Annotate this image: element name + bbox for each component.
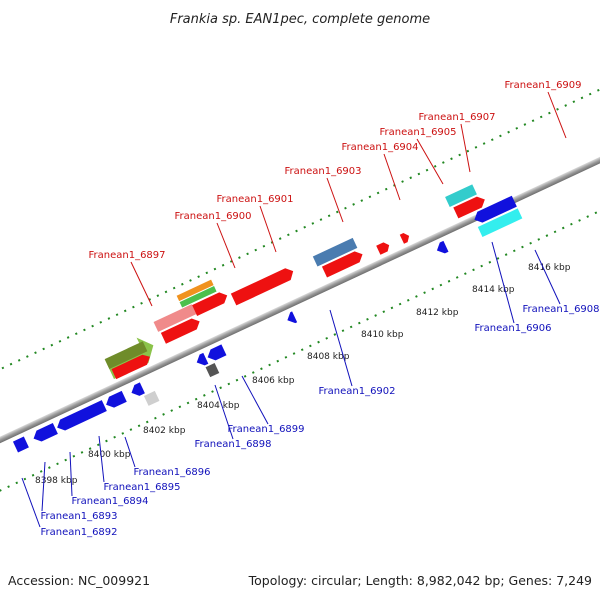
gene-arrow-forward[interactable] [453, 194, 487, 219]
forward-strand [104, 184, 487, 380]
scale-tick-label: 8416 kbp [528, 263, 571, 273]
scale-tick-label: 8402 kbp [143, 426, 186, 436]
map-title: Frankia sp. EAN1pec, complete genome [170, 12, 430, 27]
gene-label-forward[interactable]: Franean1_6901 [216, 194, 293, 205]
gene-label-reverse[interactable]: Franean1_6892 [40, 527, 117, 538]
gene-arrow-6905[interactable] [376, 241, 391, 255]
scale-tick-label: 8408 kbp [307, 352, 350, 362]
scale-tick-label: 8414 kbp [472, 285, 515, 295]
scale-tick-label: 8404 kbp [197, 401, 240, 411]
gene-block-6900[interactable] [153, 304, 197, 332]
gene-arrow-6898[interactable] [194, 352, 209, 368]
gene-label-reverse[interactable]: Franean1_6902 [318, 386, 395, 397]
gene-block-dark[interactable] [205, 362, 220, 378]
gene-arrow-forward[interactable] [192, 290, 230, 316]
scale-tick-label: 8410 kbp [361, 330, 404, 340]
gene-block-6901[interactable] [176, 279, 214, 302]
gene-label-forward[interactable]: Franean1_6897 [88, 250, 165, 261]
gene-label-forward[interactable]: Franean1_6909 [504, 80, 581, 91]
gene-label-forward[interactable]: Franean1_6900 [174, 211, 251, 222]
gene-arrow-forward[interactable] [111, 352, 153, 380]
gene-label-reverse[interactable]: Franean1_6906 [474, 323, 551, 334]
gene-label-reverse[interactable]: Franean1_6893 [40, 511, 117, 522]
gene-label-forward[interactable]: Franean1_6907 [418, 112, 495, 123]
gene-label-reverse[interactable]: Franean1_6898 [194, 439, 271, 450]
gene-arrow-forward[interactable] [321, 249, 365, 278]
gene-label-reverse[interactable]: Franean1_6894 [71, 496, 148, 507]
map-body [0, 88, 600, 492]
gene-label-forward[interactable]: Franean1_6905 [379, 127, 456, 138]
scale-tick-label: 8398 kbp [35, 476, 78, 486]
gene-arrow-6899[interactable] [205, 344, 227, 362]
accession-label: Accession: NC_009921 [8, 573, 150, 588]
gene-label-reverse[interactable]: Franean1_6899 [227, 424, 304, 435]
gene-arrow-6906[interactable] [434, 240, 449, 256]
gene-arrow-6902[interactable] [285, 311, 298, 325]
gene-label-forward[interactable]: Franean1_6904 [341, 142, 418, 153]
gene-arrow-reverse[interactable] [472, 195, 517, 225]
gene-arrow-6892[interactable] [31, 422, 58, 444]
gene-block-grey[interactable] [143, 390, 160, 406]
gene-label-reverse[interactable]: Franean1_6896 [133, 467, 210, 478]
gene-block-6897[interactable] [104, 341, 148, 370]
gene-label-forward[interactable]: Franean1_6903 [284, 166, 361, 177]
genome-backbone [0, 145, 600, 455]
scale-tick-label: 8406 kbp [252, 376, 295, 386]
reverse-strand [12, 195, 523, 453]
gene-arrow-6895[interactable] [104, 390, 127, 410]
gene-label-reverse[interactable]: Franean1_6895 [103, 482, 180, 493]
gene-block-6908[interactable] [477, 208, 523, 237]
gene-block-6904[interactable] [312, 237, 358, 267]
gene-labels: Franean1_6897 Franean1_6900 Franean1_6901 F… [21, 80, 600, 538]
scale-tick-label: 8400 kbp [88, 450, 131, 460]
gene-arrow-forward[interactable] [160, 316, 202, 344]
scale-tick-label: 8412 kbp [416, 308, 459, 318]
gene-arrow-6896[interactable] [129, 382, 145, 398]
gc-track-upper [1, 88, 600, 370]
scale-labels: 8398 kbp 8400 kbp 8402 kbp 8404 kbp 8406 kbp… [35, 263, 571, 486]
gene-label-reverse[interactable]: Franean1_6908 [522, 304, 599, 315]
genome-summary: Topology: circular; Length: 8,982,042 bp… [248, 573, 592, 588]
gene-arrow-6894[interactable] [55, 400, 107, 433]
gene-arrow-6903[interactable] [230, 266, 296, 306]
gene-arrow-6907[interactable] [399, 231, 411, 244]
gene-block-misc[interactable] [179, 286, 217, 308]
gc-track-lower [0, 211, 598, 492]
gene-block-6909[interactable] [445, 184, 477, 208]
